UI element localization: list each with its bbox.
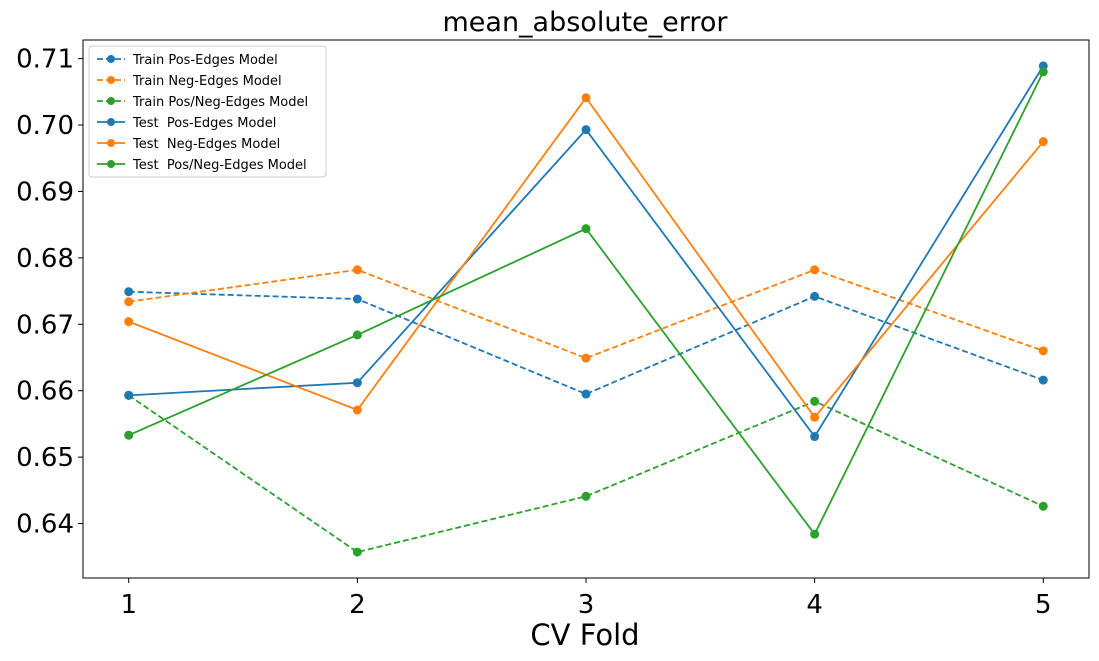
data-point bbox=[810, 265, 820, 275]
data-point bbox=[581, 491, 591, 501]
x-tick-label: 1 bbox=[120, 590, 137, 620]
data-point bbox=[1038, 375, 1048, 385]
y-tick-label: 0.71 bbox=[16, 45, 74, 75]
legend-label: Test Neg-Edges Model bbox=[132, 137, 280, 152]
legend-label: Train Pos/Neg-Edges Model bbox=[132, 95, 308, 110]
data-point bbox=[352, 547, 362, 557]
y-tick-label: 0.68 bbox=[16, 244, 74, 274]
x-tick-label: 2 bbox=[349, 590, 366, 620]
y-tick-label: 0.66 bbox=[16, 377, 74, 407]
series-6 bbox=[124, 67, 1048, 539]
legend-item: Train Pos-Edges Model bbox=[97, 53, 278, 68]
data-point bbox=[810, 432, 820, 442]
series-layer bbox=[124, 61, 1048, 557]
series-3 bbox=[124, 390, 1048, 557]
data-point bbox=[124, 287, 134, 297]
legend-marker bbox=[107, 55, 115, 63]
x-tick-label: 5 bbox=[1035, 590, 1052, 620]
legend-marker bbox=[107, 76, 115, 84]
data-point bbox=[124, 297, 134, 307]
x-tick-label: 3 bbox=[578, 590, 595, 620]
data-point bbox=[810, 291, 820, 301]
legend: Train Pos-Edges Model Train Neg-Edges Mod… bbox=[88, 45, 327, 178]
series-2 bbox=[124, 265, 1048, 363]
data-point bbox=[124, 390, 134, 400]
series-line bbox=[128, 268, 1044, 360]
series-4 bbox=[124, 61, 1048, 442]
data-point bbox=[581, 389, 591, 399]
data-point bbox=[124, 317, 134, 327]
data-point bbox=[1038, 137, 1048, 147]
legend-marker bbox=[107, 97, 115, 105]
x-axis: 1 2 3 4 5 bbox=[120, 578, 1052, 620]
y-tick-label: 0.67 bbox=[16, 310, 74, 340]
legend-item: Test Neg-Edges Model bbox=[97, 137, 280, 152]
data-point bbox=[124, 430, 134, 440]
series-5 bbox=[124, 93, 1048, 422]
data-point bbox=[810, 529, 820, 539]
legend-item: Train Pos/Neg-Edges Model bbox=[97, 95, 308, 110]
legend-label: Test Pos-Edges Model bbox=[132, 116, 276, 131]
data-point bbox=[581, 353, 591, 363]
legend-item: Test Pos/Neg-Edges Model bbox=[97, 158, 307, 173]
legend-marker bbox=[107, 139, 115, 147]
x-tick-label: 4 bbox=[806, 590, 823, 620]
data-point bbox=[352, 405, 362, 415]
y-axis: 0.64 0.65 0.66 0.67 0.68 0.69 0.70 0.71 bbox=[16, 45, 83, 540]
y-tick-label: 0.69 bbox=[16, 177, 74, 207]
chart-title: mean_absolute_error bbox=[442, 7, 728, 38]
legend-marker bbox=[107, 160, 115, 168]
data-point bbox=[1038, 501, 1048, 511]
data-point bbox=[810, 412, 820, 422]
data-point bbox=[352, 294, 362, 304]
data-point bbox=[581, 224, 591, 234]
data-point bbox=[581, 125, 591, 135]
legend-label: Test Pos/Neg-Edges Model bbox=[132, 158, 307, 173]
data-point bbox=[1038, 346, 1048, 356]
data-point bbox=[810, 396, 820, 406]
legend-label: Train Neg-Edges Model bbox=[132, 74, 282, 89]
y-tick-label: 0.64 bbox=[16, 510, 74, 540]
legend-frame bbox=[88, 45, 327, 178]
legend-item: Test Pos-Edges Model bbox=[97, 116, 276, 131]
data-point bbox=[1038, 67, 1048, 77]
data-point bbox=[352, 265, 362, 275]
legend-item: Train Neg-Edges Model bbox=[97, 74, 282, 89]
legend-marker bbox=[107, 118, 115, 126]
data-point bbox=[581, 93, 591, 103]
data-point bbox=[352, 378, 362, 388]
series-line bbox=[128, 394, 1044, 554]
x-axis-label: CV Fold bbox=[530, 618, 639, 652]
y-tick-label: 0.70 bbox=[16, 111, 74, 141]
y-tick-label: 0.65 bbox=[16, 443, 74, 473]
data-point bbox=[352, 330, 362, 340]
legend-label: Train Pos-Edges Model bbox=[132, 53, 278, 68]
